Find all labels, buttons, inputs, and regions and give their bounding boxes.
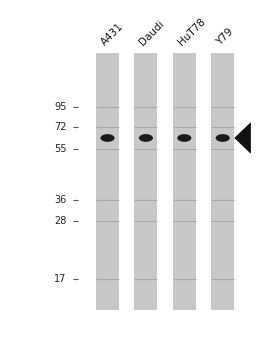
- Text: 55: 55: [54, 144, 67, 153]
- Text: HuT78: HuT78: [176, 17, 207, 48]
- Bar: [134, 53, 157, 310]
- Text: A431: A431: [99, 21, 125, 48]
- Text: Y79: Y79: [214, 27, 235, 48]
- Text: 36: 36: [54, 195, 67, 205]
- Ellipse shape: [100, 134, 115, 142]
- Ellipse shape: [216, 134, 230, 142]
- Text: Daudi: Daudi: [137, 19, 166, 48]
- Bar: [211, 53, 234, 310]
- Text: 17: 17: [54, 274, 67, 284]
- Ellipse shape: [177, 134, 191, 142]
- Polygon shape: [234, 122, 251, 154]
- Text: 28: 28: [54, 216, 67, 226]
- Ellipse shape: [139, 134, 153, 142]
- Bar: [173, 53, 196, 310]
- Text: 95: 95: [54, 102, 67, 112]
- Text: 72: 72: [54, 122, 67, 132]
- Bar: [96, 53, 119, 310]
